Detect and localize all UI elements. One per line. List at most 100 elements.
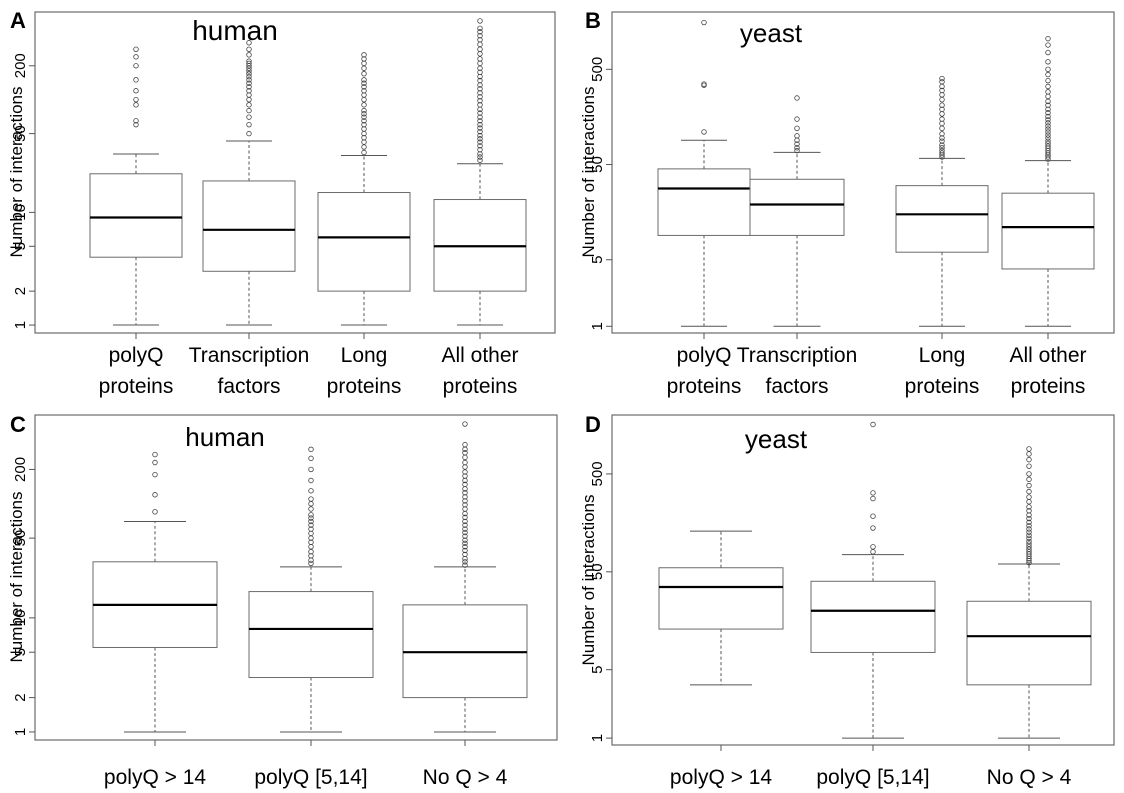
outlier-point [939, 147, 945, 154]
outlier-point [1026, 488, 1032, 495]
x-category-label: No Q > 4 [423, 766, 508, 789]
outlier-point [308, 518, 314, 525]
outlier-point [133, 121, 139, 128]
outlier-point [361, 134, 367, 141]
outlier-point [462, 514, 468, 521]
outlier-point [361, 144, 367, 150]
x-category-label: polyQ [677, 344, 732, 367]
outlier-point [246, 121, 252, 128]
outlier-point [308, 557, 314, 563]
outlier-point [1026, 538, 1032, 545]
outlier-point [246, 96, 252, 103]
outlier-point [477, 110, 483, 116]
outlier-point [1026, 451, 1032, 457]
outlier-point [939, 111, 945, 117]
outlier-point [133, 96, 139, 103]
panel-letter: B [585, 8, 601, 33]
outlier-point [794, 147, 800, 154]
x-category-label: Transcription [189, 344, 310, 367]
outlier-point [477, 25, 483, 32]
outlier-point [462, 544, 468, 550]
iqr-box [966, 600, 1092, 686]
outlier-point [870, 544, 876, 550]
outlier-point [870, 549, 876, 555]
outlier-point [939, 120, 945, 127]
outlier-point [1026, 515, 1032, 522]
iqr-box [810, 580, 936, 653]
outlier-point [361, 71, 367, 77]
outlier-point [477, 90, 483, 96]
outlier-point [1045, 129, 1051, 135]
outlier-point [246, 60, 252, 67]
outlier-point [939, 102, 945, 108]
outlier-point [462, 551, 468, 558]
outlier-point [308, 446, 314, 453]
outlier-point [1045, 135, 1051, 141]
outlier-point [462, 559, 468, 565]
boxplot-2 [202, 40, 296, 326]
outlier-point [246, 40, 252, 46]
plot-frame [611, 414, 1115, 746]
iqr-box [1001, 192, 1095, 270]
outlier-point [701, 129, 707, 135]
outlier-point [1026, 499, 1032, 505]
outlier-point [361, 121, 367, 128]
outlier-point [939, 138, 945, 144]
x-category-label: proteins [327, 375, 402, 398]
x-category-label: polyQ [5,14] [254, 766, 367, 789]
outlier-point [1045, 77, 1051, 84]
outlier-point [1026, 535, 1032, 541]
outlier-point [1045, 123, 1051, 129]
y-tick-label: 50 [589, 563, 606, 580]
outlier-point [1026, 463, 1032, 469]
outlier-point [308, 530, 314, 537]
outlier-point [462, 537, 468, 543]
outlier-point [1026, 504, 1032, 510]
outlier-point [308, 466, 314, 473]
outlier-point [1045, 98, 1051, 105]
iqr-box [317, 192, 411, 292]
outlier-point [477, 56, 483, 62]
outlier-point [794, 95, 800, 101]
outlier-point [246, 46, 252, 52]
outlier-point [701, 81, 707, 87]
outlier-point [477, 118, 483, 124]
x-category-label: proteins [905, 375, 980, 398]
x-category-label: factors [765, 375, 828, 398]
outlier-point [1026, 522, 1032, 529]
outlier-point [477, 97, 483, 104]
iqr-box [657, 168, 751, 236]
outlier-point [939, 135, 945, 141]
outlier-point [1026, 546, 1032, 552]
outlier-point [308, 455, 314, 462]
outlier-point [1045, 93, 1051, 100]
panel-letter: A [10, 8, 26, 33]
y-tick-label: 10 [12, 610, 29, 627]
outlier-point [462, 562, 468, 568]
outlier-point [246, 52, 252, 58]
x-category-label: polyQ [109, 344, 164, 367]
outlier-point [462, 459, 468, 466]
outlier-point [1045, 156, 1051, 162]
x-category-label: proteins [99, 375, 174, 398]
boxplot-2 [810, 421, 936, 739]
outlier-point [477, 132, 483, 139]
outlier-point [133, 77, 139, 83]
outlier-point [794, 141, 800, 147]
outlier-point [1026, 494, 1032, 500]
x-category-label: proteins [443, 375, 518, 398]
boxplot-4 [433, 18, 527, 326]
outlier-point [462, 526, 468, 532]
outlier-point [152, 492, 158, 498]
outlier-point [939, 92, 945, 98]
panel-title: human [185, 422, 265, 452]
x-category-label: polyQ > 14 [104, 766, 206, 789]
y-tick-label: 5 [589, 256, 606, 264]
outlier-point [308, 544, 314, 550]
outlier-point [462, 547, 468, 554]
outlier-point [870, 513, 876, 519]
boxplot-4 [1001, 35, 1095, 327]
boxplot-3 [895, 75, 989, 327]
